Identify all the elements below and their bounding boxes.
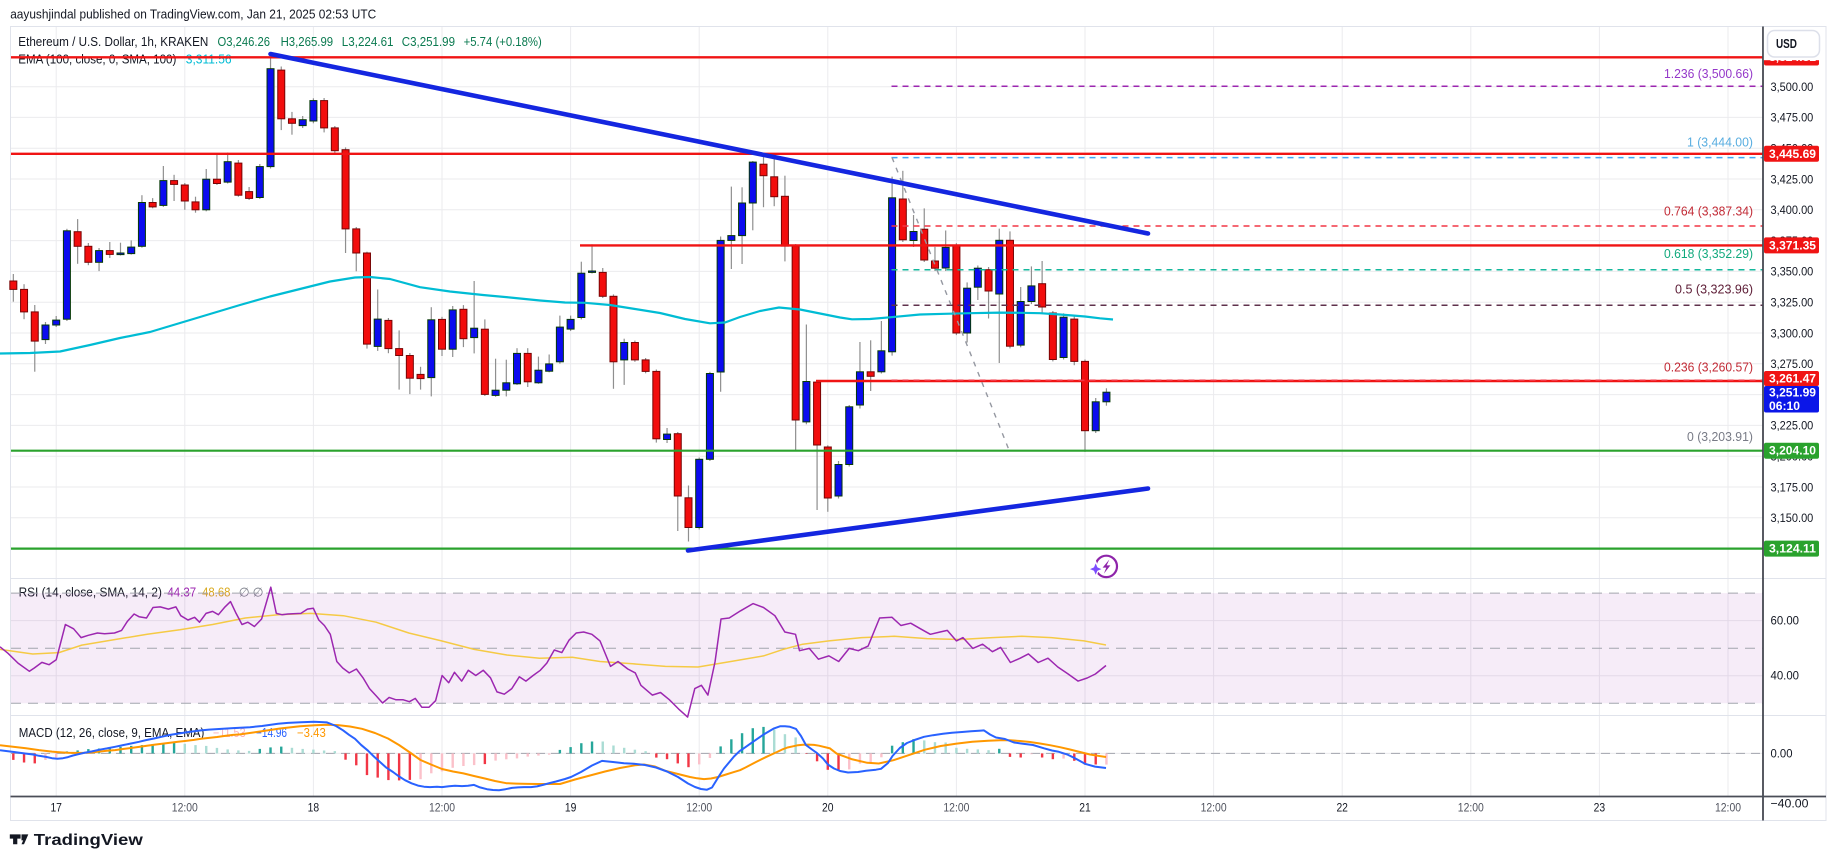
svg-text:3,225.00: 3,225.00 [1771, 419, 1814, 433]
svg-text:aayushjindal published on Trad: aayushjindal published on TradingView.co… [10, 6, 376, 21]
svg-text:3,124.11: 3,124.11 [1769, 542, 1816, 556]
svg-text:Ethereum / U.S. Dollar, 1h, KR: Ethereum / U.S. Dollar, 1h, KRAKEN [18, 35, 208, 49]
svg-text:−3.43: −3.43 [297, 726, 326, 740]
svg-text:1.236 (3,500.66): 1.236 (3,500.66) [1664, 66, 1753, 81]
svg-text:3,350.00: 3,350.00 [1771, 265, 1814, 279]
svg-text:18: 18 [308, 802, 320, 814]
svg-text:3,150.00: 3,150.00 [1771, 511, 1814, 525]
svg-text:0.618 (3,352.29): 0.618 (3,352.29) [1664, 246, 1753, 261]
svg-text:MACD (12, 26, close, 9, EMA, E: MACD (12, 26, close, 9, EMA, EMA) [19, 726, 205, 740]
svg-text:0.764 (3,387.34): 0.764 (3,387.34) [1664, 204, 1753, 219]
svg-text:−40.00: −40.00 [1771, 797, 1809, 811]
svg-text:∅: ∅ [239, 586, 250, 600]
svg-text:RSI (14, close, SMA, 14, 2): RSI (14, close, SMA, 14, 2) [19, 586, 162, 600]
svg-text:0 (3,203.91): 0 (3,203.91) [1687, 429, 1753, 444]
svg-text:48.68: 48.68 [202, 586, 230, 600]
svg-text:∅: ∅ [253, 586, 264, 600]
svg-text:3,175.00: 3,175.00 [1771, 480, 1814, 494]
svg-text:O3,246.26: O3,246.26 [218, 35, 271, 49]
svg-text:3,325.00: 3,325.00 [1771, 296, 1814, 310]
svg-text:3,500.00: 3,500.00 [1771, 80, 1814, 94]
svg-text:22: 22 [1336, 802, 1348, 814]
svg-text:12:00: 12:00 [172, 802, 198, 814]
svg-text:EMA (100, close, 0, SMA, 100): EMA (100, close, 0, SMA, 100) [18, 53, 176, 67]
svg-text:C3,251.99: C3,251.99 [402, 35, 455, 49]
svg-text:3,251.99: 3,251.99 [1769, 386, 1816, 400]
svg-text:3,204.10: 3,204.10 [1769, 444, 1816, 458]
svg-text:0.236 (3,260.57): 0.236 (3,260.57) [1664, 360, 1753, 375]
svg-text:TradingView: TradingView [34, 832, 144, 849]
svg-text:3,300.00: 3,300.00 [1771, 326, 1814, 340]
svg-text:1 (3,444.00): 1 (3,444.00) [1687, 135, 1753, 150]
svg-text:44.37: 44.37 [167, 586, 196, 600]
svg-text:0.5 (3,323.96): 0.5 (3,323.96) [1675, 282, 1753, 297]
svg-text:USD: USD [1776, 37, 1797, 51]
svg-text:19: 19 [565, 802, 577, 814]
svg-text:3,311.56: 3,311.56 [186, 53, 232, 67]
svg-text:17: 17 [50, 802, 62, 814]
svg-text:L3,224.61: L3,224.61 [342, 35, 394, 49]
svg-text:12:00: 12:00 [1458, 802, 1484, 814]
svg-text:3,261.47: 3,261.47 [1769, 372, 1816, 386]
svg-text:60.00: 60.00 [1771, 614, 1800, 628]
svg-text:12:00: 12:00 [429, 802, 455, 814]
svg-text:3,425.00: 3,425.00 [1771, 172, 1814, 186]
svg-text:3,475.00: 3,475.00 [1771, 111, 1814, 125]
svg-text:12:00: 12:00 [1715, 802, 1741, 814]
svg-text:3,371.35: 3,371.35 [1769, 238, 1816, 252]
svg-text:12:00: 12:00 [1201, 802, 1227, 814]
svg-text:12:00: 12:00 [686, 802, 712, 814]
svg-text:20: 20 [822, 802, 834, 814]
svg-text:40.00: 40.00 [1771, 669, 1800, 683]
svg-text:06:10: 06:10 [1769, 399, 1800, 413]
svg-text:12:00: 12:00 [943, 802, 969, 814]
svg-text:H3,265.99: H3,265.99 [281, 35, 334, 49]
svg-text:3,400.00: 3,400.00 [1771, 203, 1814, 217]
svg-text:23: 23 [1594, 802, 1606, 814]
svg-text:3,445.69: 3,445.69 [1769, 147, 1816, 161]
svg-text:0.00: 0.00 [1771, 746, 1793, 760]
svg-text:3,275.00: 3,275.00 [1771, 357, 1814, 371]
svg-text:+5.74 (+0.18%): +5.74 (+0.18%) [464, 35, 542, 49]
svg-text:21: 21 [1079, 802, 1091, 814]
